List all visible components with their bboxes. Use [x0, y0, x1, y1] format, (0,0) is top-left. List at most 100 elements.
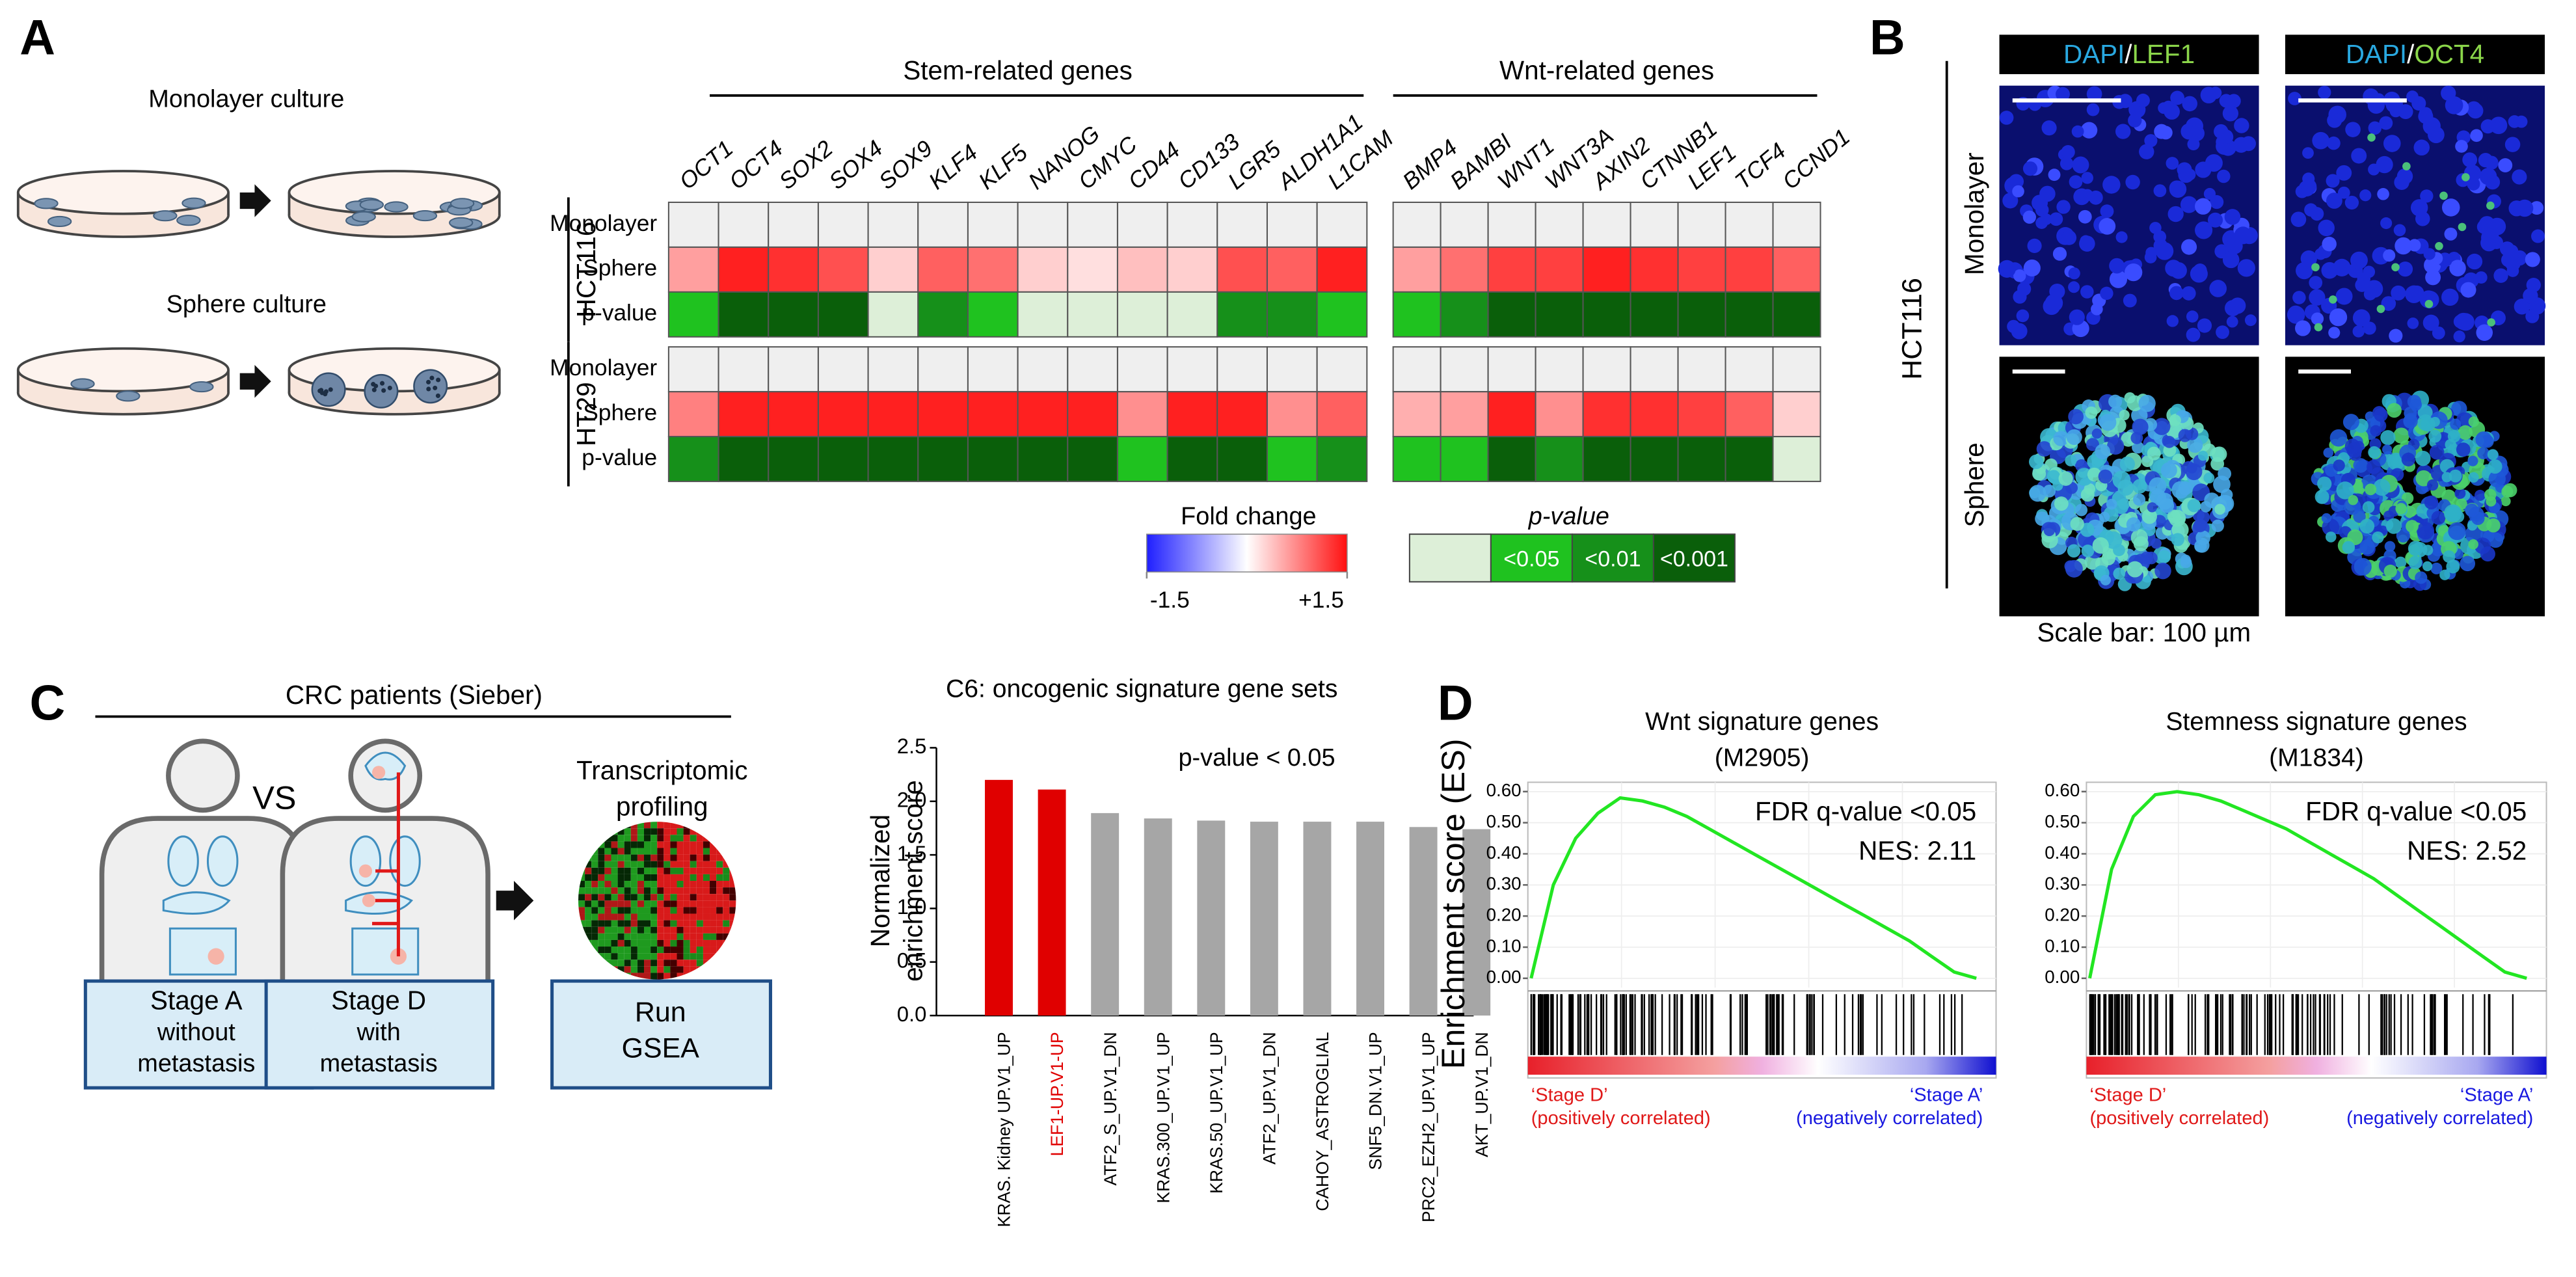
heat-pixel: [651, 953, 658, 960]
nucleus: [2080, 285, 2094, 299]
metastasis-route: [368, 772, 400, 957]
heat-pixel: [585, 913, 592, 921]
heat-pixel: [585, 953, 592, 960]
sphere-cell: [2323, 448, 2334, 458]
fold-cell: [1017, 246, 1069, 293]
nucleus: [2237, 259, 2255, 277]
heat-pixel: [617, 907, 624, 914]
heat-pixel: [696, 894, 703, 901]
fold-cell: [1772, 201, 1821, 248]
heat-pixel: [657, 887, 664, 894]
heat-pixel: [637, 822, 644, 829]
sphere-cell: [2395, 503, 2407, 515]
nucleus: [2162, 100, 2175, 114]
run-text: GSEA: [622, 1032, 700, 1064]
chart-title: Stemness signature genes: [2166, 708, 2467, 736]
cohort-title: CRC patients (Sieber): [286, 680, 543, 710]
heat-pixel: [585, 894, 592, 901]
stain-part: /: [2407, 39, 2415, 69]
nucleus: [2224, 209, 2241, 225]
heat-pixel: [696, 854, 703, 861]
fold-cell: [718, 391, 770, 438]
heat-pixel: [657, 973, 664, 980]
heat-pixel: [611, 841, 618, 848]
nucleus: [2506, 265, 2519, 277]
group-title: Wnt-related genes: [1499, 55, 1714, 85]
heat-pixel: [637, 960, 644, 967]
heat-pixel: [690, 841, 697, 848]
nucleus-green: [2376, 304, 2385, 314]
heat-pixel: [630, 920, 637, 927]
heat-pixel: [611, 913, 618, 921]
heat-pixel: [578, 874, 585, 881]
heat-pixel: [670, 900, 677, 907]
nucleus: [2512, 250, 2527, 266]
fold-cell: [1535, 246, 1584, 293]
nucleus: [2125, 263, 2143, 282]
heat-pixel: [585, 920, 592, 927]
cell-icon: [449, 217, 474, 228]
heat-pixel: [670, 867, 677, 874]
heat-pixel: [690, 867, 697, 874]
sphere-cell: [2450, 418, 2462, 430]
heat-pixel: [630, 881, 637, 888]
heat-pixel: [611, 881, 618, 888]
heat-pixel: [630, 828, 637, 835]
heat-pixel: [657, 828, 664, 835]
heat-pixel: [703, 947, 710, 954]
heat-pixel: [723, 947, 730, 954]
sphere-cell: [2408, 541, 2424, 556]
nucleus: [2193, 263, 2207, 278]
heat-pixel: [611, 835, 618, 842]
heat-pixel: [598, 867, 605, 874]
sphere-cell: [2429, 444, 2445, 460]
heat-pixel: [723, 861, 730, 868]
p-cell: [1392, 436, 1442, 483]
heat-pixel: [624, 913, 631, 921]
sphere-cell: [2317, 476, 2332, 491]
heat-pixel: [664, 900, 671, 907]
heatmap-icon: [578, 822, 736, 980]
heat-pixel: [677, 920, 684, 927]
nucleus-green: [2424, 300, 2434, 308]
heat-pixel: [651, 835, 658, 842]
heat-pixel: [644, 874, 651, 881]
heat-pixel: [604, 920, 611, 927]
heat-pixel: [716, 854, 723, 861]
heat-pixel: [703, 887, 710, 894]
heat-pixel: [578, 933, 585, 940]
p-cell: [1724, 436, 1774, 483]
sphere-cell: [2366, 459, 2381, 474]
heat-pixel: [703, 953, 710, 960]
heat-pixel: [716, 933, 723, 940]
p-cell: [1316, 291, 1368, 338]
heat-pixel: [696, 960, 703, 967]
sphere-cell: [2087, 467, 2102, 482]
sphere-cell: [2119, 409, 2130, 421]
nucleus: [2393, 224, 2406, 237]
nucleus: [2413, 139, 2430, 156]
sphere-cell: [2458, 425, 2473, 440]
p-legend-box: [1652, 533, 1736, 583]
gene-label: KLF4: [924, 140, 983, 195]
nucleus: [2352, 325, 2365, 338]
y-tick-label: 1.0: [897, 894, 927, 919]
nucleus: [2059, 157, 2074, 170]
sphere-cell: [2373, 479, 2391, 496]
heat-pixel: [578, 947, 585, 954]
sphere-cell: [2430, 416, 2440, 427]
nucleus: [2455, 140, 2468, 153]
y-axis-label: enrichment score: [898, 780, 928, 982]
heat-pixel: [617, 835, 624, 842]
nucleus: [2383, 249, 2396, 262]
heat-pixel: [670, 854, 677, 861]
heat-pixel: [677, 913, 684, 921]
sphere-cell: [2113, 544, 2125, 557]
heat-pixel: [716, 861, 723, 868]
lung: [389, 835, 421, 887]
heat-pixel: [683, 861, 690, 868]
es-curve: [1529, 796, 1977, 980]
nucleus: [2115, 231, 2128, 243]
fold-cell: [1630, 246, 1679, 293]
sphere-cell: [2393, 427, 2409, 444]
